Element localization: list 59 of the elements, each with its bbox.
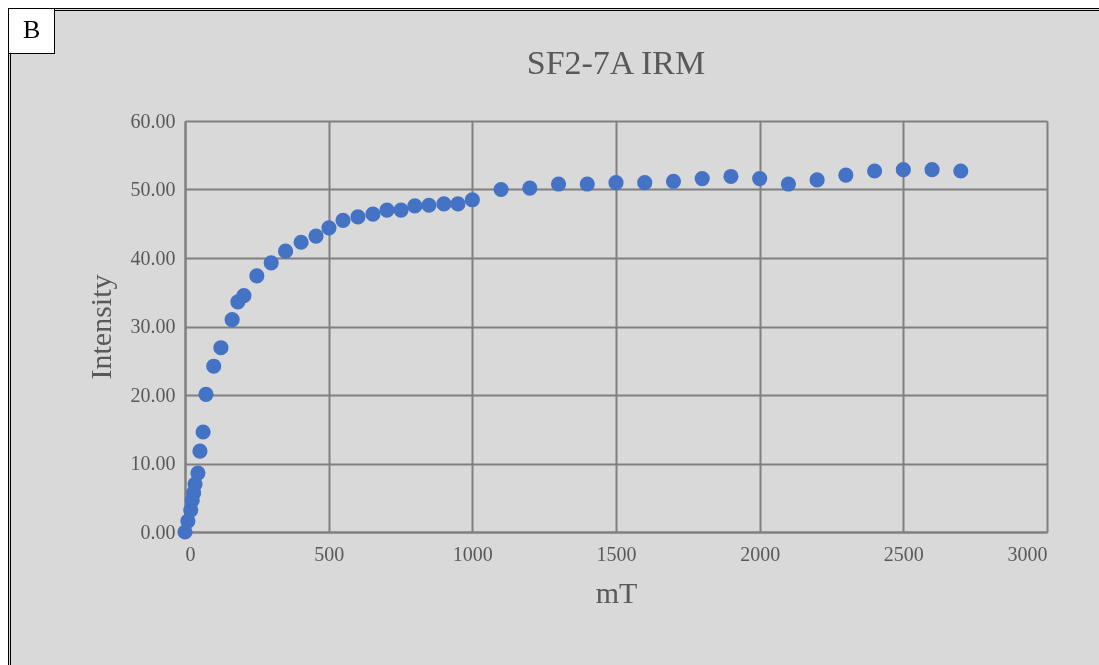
text: B [8, 8, 56, 54]
point [321, 220, 337, 236]
y-tick-label: 0.00 [140, 520, 176, 543]
point [522, 180, 538, 196]
point [335, 212, 351, 228]
x-tick-label: 0 [185, 542, 196, 565]
point [190, 465, 206, 481]
point [464, 192, 480, 208]
point [365, 206, 381, 222]
y-tick-label: 40.00 [130, 246, 176, 269]
point [213, 340, 229, 356]
point [550, 176, 567, 192]
y-tick-label: 60.00 [130, 109, 176, 132]
point [723, 168, 739, 185]
point [192, 443, 208, 459]
point [809, 172, 825, 188]
x-axis-title: mT [595, 575, 638, 609]
point [379, 202, 395, 218]
point [407, 198, 423, 214]
x-tick-label: 2000 [740, 542, 781, 565]
point [198, 386, 214, 402]
x-tick-label: 500 [314, 542, 345, 565]
point [436, 196, 452, 212]
point [953, 163, 969, 179]
point [293, 234, 309, 250]
point [450, 196, 466, 212]
point [249, 268, 265, 284]
point [867, 163, 883, 179]
y-tick-label: 30.00 [130, 315, 176, 337]
point [224, 312, 240, 328]
chart-title: SF2-7A IRM [526, 44, 706, 81]
y-axis-title: Intensity [83, 274, 117, 380]
point [608, 175, 624, 191]
point [277, 243, 294, 259]
point [780, 176, 796, 192]
point [579, 176, 595, 192]
y-tick-label: 10.00 [130, 452, 176, 474]
y-tick-label: 20.00 [130, 383, 176, 406]
point [694, 170, 710, 187]
x-tick-label: 1000 [452, 542, 493, 565]
point [924, 162, 940, 178]
point [665, 173, 682, 189]
point [637, 175, 653, 191]
point [236, 288, 252, 304]
point [895, 162, 911, 178]
point [421, 197, 437, 213]
point [350, 209, 366, 225]
point [206, 358, 222, 374]
point [752, 170, 768, 187]
x-tick-label: 2500 [883, 542, 924, 565]
point [493, 181, 509, 198]
y-tick-label: 50.00 [130, 178, 176, 200]
x-tick-label: 3000 [1007, 542, 1048, 565]
point [393, 202, 409, 218]
point [263, 255, 279, 271]
x-tick-label: 1500 [596, 542, 637, 565]
point [195, 424, 211, 440]
point [308, 228, 324, 244]
point [838, 167, 854, 183]
